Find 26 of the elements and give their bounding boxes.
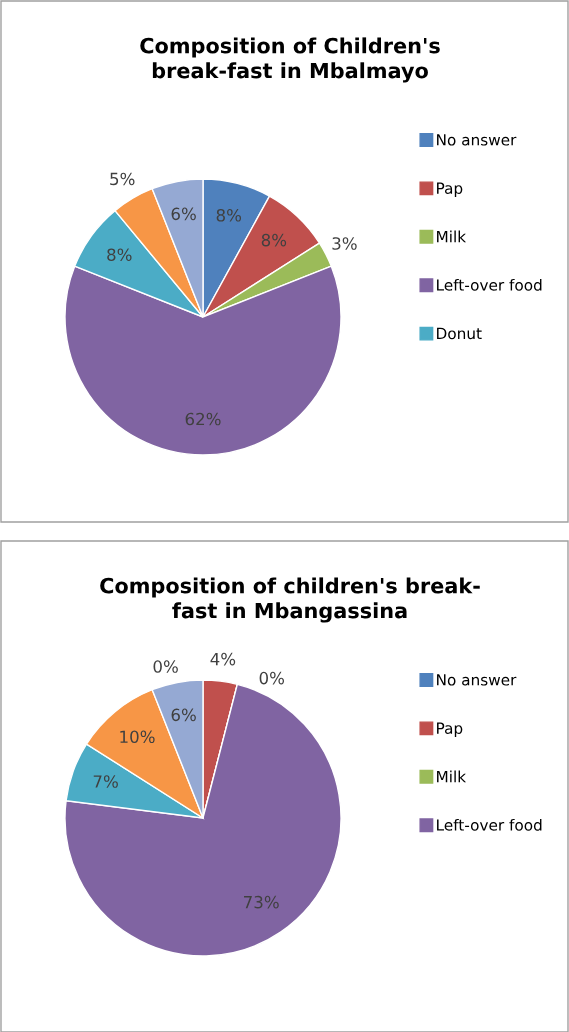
data-label: 62%	[185, 412, 221, 426]
data-label: 7%	[93, 775, 118, 788]
legend-label: Pap	[437, 182, 463, 197]
legend-label: No answer	[437, 134, 517, 146]
legend-label: Left-over food	[437, 818, 542, 831]
data-label: 8%	[216, 208, 242, 222]
text: 0%	[259, 671, 285, 685]
pie-slice	[64, 683, 342, 957]
legend-label: Donut	[437, 327, 482, 340]
data-label: 3%	[332, 237, 357, 250]
legend-label: Pap	[437, 722, 463, 737]
data-label: 5%	[110, 172, 135, 186]
data-label: 8%	[261, 233, 287, 247]
data-label: 73%	[244, 895, 279, 909]
data-label: 6%	[171, 207, 196, 221]
data-label: 6%	[171, 708, 196, 722]
legend-label: Left-over food	[437, 278, 542, 291]
legend-label: Milk	[437, 770, 467, 783]
legend-label: Milk	[437, 230, 467, 243]
chart-title: Composition of Children's break-fast in Mbalmayo	[140, 37, 440, 83]
chart-title: Composition of children's break- fast in Mbangassina	[100, 577, 480, 623]
data-label: 4%	[210, 652, 236, 666]
text: 0%	[153, 660, 178, 673]
data-label: 8%	[107, 248, 132, 261]
legend-label: No answer	[437, 674, 517, 686]
data-label: 10%	[120, 730, 155, 744]
